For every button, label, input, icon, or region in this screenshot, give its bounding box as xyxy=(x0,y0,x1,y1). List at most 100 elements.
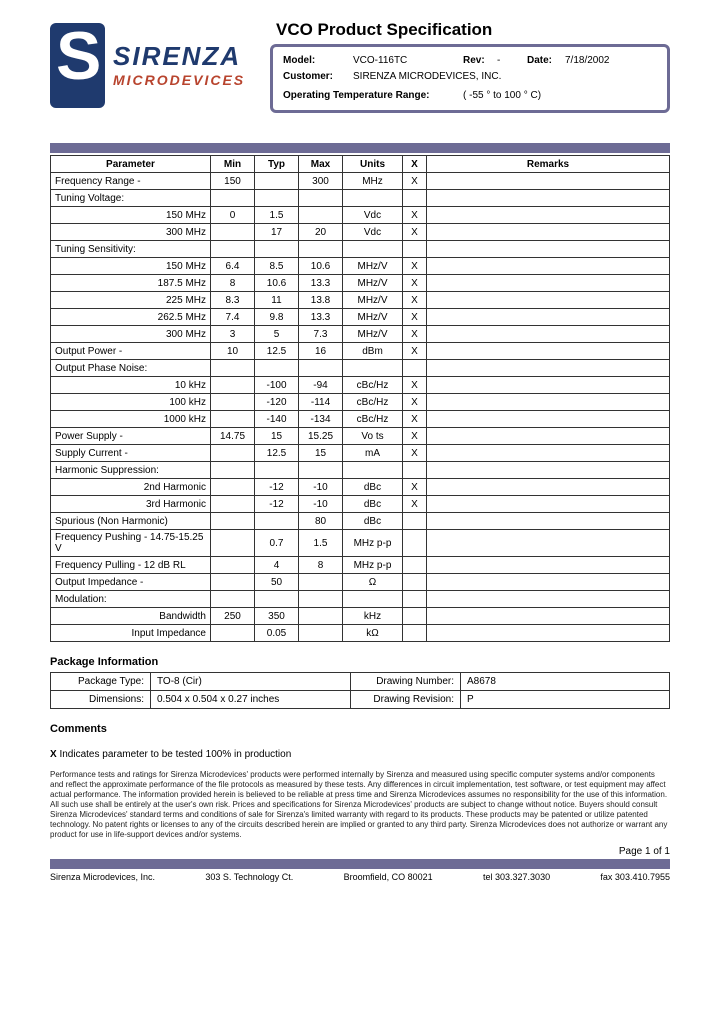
cell-min: 8 xyxy=(211,275,255,292)
cell-x: X xyxy=(403,343,427,360)
cell-max: -94 xyxy=(299,377,343,394)
cell-x: X xyxy=(403,173,427,190)
th-typ: Typ xyxy=(255,156,299,173)
cell-max: 7.3 xyxy=(299,326,343,343)
logo-text: SIRENZA MICRODEVICES xyxy=(113,43,245,87)
cell-min xyxy=(211,411,255,428)
disclaimer: Performance tests and ratings for Sirenz… xyxy=(50,770,670,840)
cell-x xyxy=(403,360,427,377)
cell-units: dBc xyxy=(343,496,403,513)
table-row: Spurious (Non Harmonic)80dBc xyxy=(51,513,670,530)
cell-units: dBc xyxy=(343,479,403,496)
footer-fax: fax 303.410.7955 xyxy=(600,872,670,882)
cell-units: MHz/V xyxy=(343,258,403,275)
cell-param: Frequency Range - xyxy=(51,173,211,190)
cell-x: X xyxy=(403,224,427,241)
date-value: 7/18/2002 xyxy=(565,53,610,69)
cell-remarks xyxy=(427,591,670,608)
model-label: Model: xyxy=(283,53,353,69)
cell-remarks xyxy=(427,608,670,625)
rev-value: - xyxy=(497,53,527,69)
cell-typ: 11 xyxy=(255,292,299,309)
cell-units: cBc/Hz xyxy=(343,377,403,394)
cell-remarks xyxy=(427,360,670,377)
cell-units: dBm xyxy=(343,343,403,360)
cell-units: mA xyxy=(343,445,403,462)
drawing-num-value: A8678 xyxy=(461,673,670,691)
cell-min: 3 xyxy=(211,326,255,343)
cell-param: Tuning Sensitivity: xyxy=(51,241,211,258)
rev-label: Rev: xyxy=(463,53,497,69)
title-box: VCO Product Specification Model: VCO-116… xyxy=(270,20,670,113)
cell-x: X xyxy=(403,411,427,428)
table-row: 10 kHz-100-94cBc/HzX xyxy=(51,377,670,394)
cell-max: -10 xyxy=(299,496,343,513)
cell-x: X xyxy=(403,258,427,275)
cell-remarks xyxy=(427,445,670,462)
cell-param: Output Impedance - xyxy=(51,574,211,591)
table-row: Tuning Sensitivity: xyxy=(51,241,670,258)
pkg-table: Package Type: TO-8 (Cir) Drawing Number:… xyxy=(50,672,670,709)
cell-max: 20 xyxy=(299,224,343,241)
table-row: Tuning Voltage: xyxy=(51,190,670,207)
cell-param: Harmonic Suppression: xyxy=(51,462,211,479)
cell-units: MHz/V xyxy=(343,309,403,326)
cell-remarks xyxy=(427,326,670,343)
cell-param: 150 MHz xyxy=(51,258,211,275)
cell-x: X xyxy=(403,207,427,224)
th-x: X xyxy=(403,156,427,173)
cell-param: Input Impedance xyxy=(51,625,211,642)
cell-x: X xyxy=(403,445,427,462)
cell-typ: 12.5 xyxy=(255,343,299,360)
cell-typ: 9.8 xyxy=(255,309,299,326)
table-header-row: Parameter Min Typ Max Units X Remarks xyxy=(51,156,670,173)
cell-remarks xyxy=(427,479,670,496)
cell-param: 187.5 MHz xyxy=(51,275,211,292)
cell-typ: 17 xyxy=(255,224,299,241)
cell-max: 300 xyxy=(299,173,343,190)
cell-min xyxy=(211,190,255,207)
cell-max: -114 xyxy=(299,394,343,411)
cell-units: Vdc xyxy=(343,207,403,224)
cell-typ xyxy=(255,241,299,258)
cell-max: 15.25 xyxy=(299,428,343,445)
footer-city: Broomfield, CO 80021 xyxy=(344,872,433,882)
footer: Sirenza Microdevices, Inc. 303 S. Techno… xyxy=(50,869,670,885)
table-row: 100 kHz-120-114cBc/HzX xyxy=(51,394,670,411)
cell-typ: -120 xyxy=(255,394,299,411)
cell-typ: 8.5 xyxy=(255,258,299,275)
cell-max xyxy=(299,625,343,642)
cell-max: -10 xyxy=(299,479,343,496)
table-row: Output Phase Noise: xyxy=(51,360,670,377)
cell-typ xyxy=(255,513,299,530)
cell-param: Bandwidth xyxy=(51,608,211,625)
cell-typ: 15 xyxy=(255,428,299,445)
cell-min: 150 xyxy=(211,173,255,190)
cell-max: 10.6 xyxy=(299,258,343,275)
cell-units: cBc/Hz xyxy=(343,394,403,411)
cell-max: 8 xyxy=(299,557,343,574)
table-row: 2nd Harmonic-12-10dBcX xyxy=(51,479,670,496)
cell-param: Output Power - xyxy=(51,343,211,360)
page-number: Page 1 of 1 xyxy=(50,846,670,857)
cell-remarks xyxy=(427,343,670,360)
cell-x xyxy=(403,625,427,642)
cell-remarks xyxy=(427,292,670,309)
table-row: Supply Current -12.515mAX xyxy=(51,445,670,462)
cell-min: 250 xyxy=(211,608,255,625)
table-row: Input Impedance0.05kΩ xyxy=(51,625,670,642)
cell-x: X xyxy=(403,496,427,513)
th-min: Min xyxy=(211,156,255,173)
table-row: Output Power -1012.516dBmX xyxy=(51,343,670,360)
cell-min xyxy=(211,513,255,530)
cell-param: Supply Current - xyxy=(51,445,211,462)
cell-param: Output Phase Noise: xyxy=(51,360,211,377)
cell-typ xyxy=(255,173,299,190)
cell-max xyxy=(299,207,343,224)
cell-typ xyxy=(255,591,299,608)
cell-max: 80 xyxy=(299,513,343,530)
cell-max xyxy=(299,462,343,479)
cell-param: Frequency Pushing - 14.75-15.25 V xyxy=(51,530,211,557)
cell-min xyxy=(211,360,255,377)
cell-param: 3rd Harmonic xyxy=(51,496,211,513)
